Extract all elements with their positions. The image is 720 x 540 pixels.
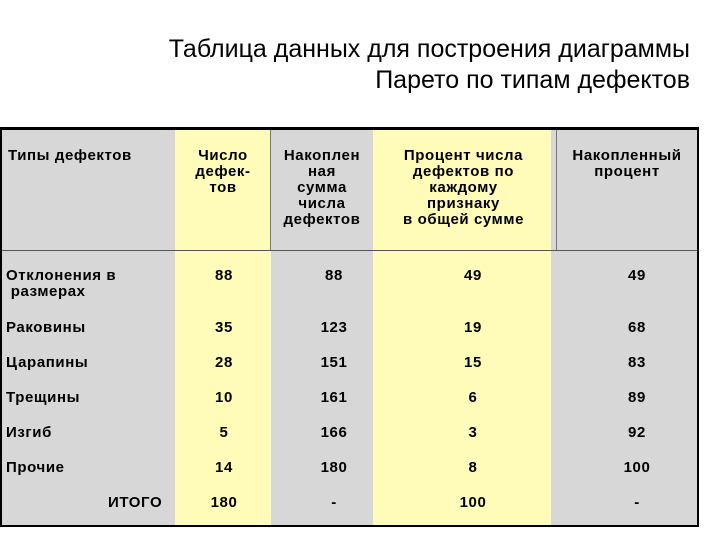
cell-count: 35 — [215, 319, 233, 336]
header-line: в общей сумме — [402, 211, 525, 228]
cell-count: 5 — [219, 424, 229, 441]
header-line: числа — [298, 195, 346, 212]
header-line: Накопленный — [572, 147, 682, 164]
header-divider — [270, 130, 271, 250]
percent-column-bg — [373, 130, 551, 525]
header-line: дефектов — [283, 211, 361, 228]
count-column-bg — [175, 130, 271, 525]
total-label: ИТОГО — [108, 494, 163, 511]
cell-cum-percent: 100 — [623, 459, 651, 476]
total-percent: 100 — [459, 494, 487, 511]
header-cum-percent: Накопленный процент — [556, 148, 698, 180]
cell-cum-percent: 49 — [628, 267, 646, 284]
defect-type-label: Изгиб — [6, 424, 52, 441]
header-line: дефек- — [195, 163, 251, 180]
cell-percent: 3 — [468, 424, 478, 441]
cell-cumulative: 161 — [320, 389, 348, 406]
defect-type-label: Трещины — [6, 389, 81, 406]
defect-type-label: Царапины — [6, 354, 89, 371]
header-line: Типы дефектов — [8, 147, 132, 164]
cell-cumulative: 88 — [325, 267, 343, 284]
cell-percent: 15 — [464, 354, 482, 371]
header-line: Процент числа — [403, 147, 524, 164]
cell-cumulative: 166 — [320, 424, 348, 441]
header-line: дефектов по — [412, 163, 515, 180]
header-count: Число дефек-тов — [178, 148, 268, 196]
total-cum-percent: - — [634, 494, 640, 511]
cell-count: 88 — [215, 267, 233, 284]
total-count: 180 — [210, 494, 238, 511]
header-line: тов — [209, 179, 237, 196]
defect-type-label: размерах — [6, 283, 86, 300]
header-line: признаку — [427, 195, 500, 212]
cell-cum-percent: 68 — [628, 319, 646, 336]
header-divider — [556, 130, 557, 250]
cell-percent: 8 — [468, 459, 478, 476]
header-line: каждому — [429, 179, 498, 196]
header-cumulative: Накоплен ная сумма числа дефектов — [272, 148, 372, 228]
cell-cum-percent: 89 — [628, 389, 646, 406]
defect-type-label: Прочие — [6, 459, 65, 476]
header-line: Накоплен — [283, 147, 361, 164]
header-line: процент — [594, 163, 660, 180]
data-table — [0, 127, 699, 527]
header-percent: Процент числа дефектов по каждому признаку в… — [376, 148, 551, 228]
cell-cumulative: 151 — [320, 354, 348, 371]
header-bottom-line — [2, 250, 697, 251]
page-title: Таблица данных для построения диаграммы … — [30, 34, 690, 96]
cell-count: 14 — [215, 459, 233, 476]
defect-type-label: Отклонения в — [6, 267, 117, 284]
cell-percent: 49 — [464, 267, 482, 284]
cell-percent: 19 — [464, 319, 482, 336]
header-type: Типы дефектов — [8, 148, 168, 164]
cell-percent: 6 — [468, 389, 478, 406]
cell-cumulative: 180 — [320, 459, 348, 476]
defect-type-label: Раковины — [6, 319, 86, 336]
title-line-1: Таблица данных для построения диаграммы — [168, 35, 690, 63]
table-top-border — [0, 127, 699, 130]
cell-cum-percent: 83 — [628, 354, 646, 371]
header-line: ная — [308, 163, 336, 180]
cell-cumulative: 123 — [320, 319, 348, 336]
header-line: сумма — [297, 179, 347, 196]
cell-count: 10 — [215, 389, 233, 406]
title-line-2: Парето по типам дефектов — [375, 66, 690, 94]
header-line: Число — [198, 147, 248, 164]
cell-cum-percent: 92 — [628, 424, 646, 441]
cell-count: 28 — [215, 354, 233, 371]
total-cumulative: - — [331, 494, 337, 511]
